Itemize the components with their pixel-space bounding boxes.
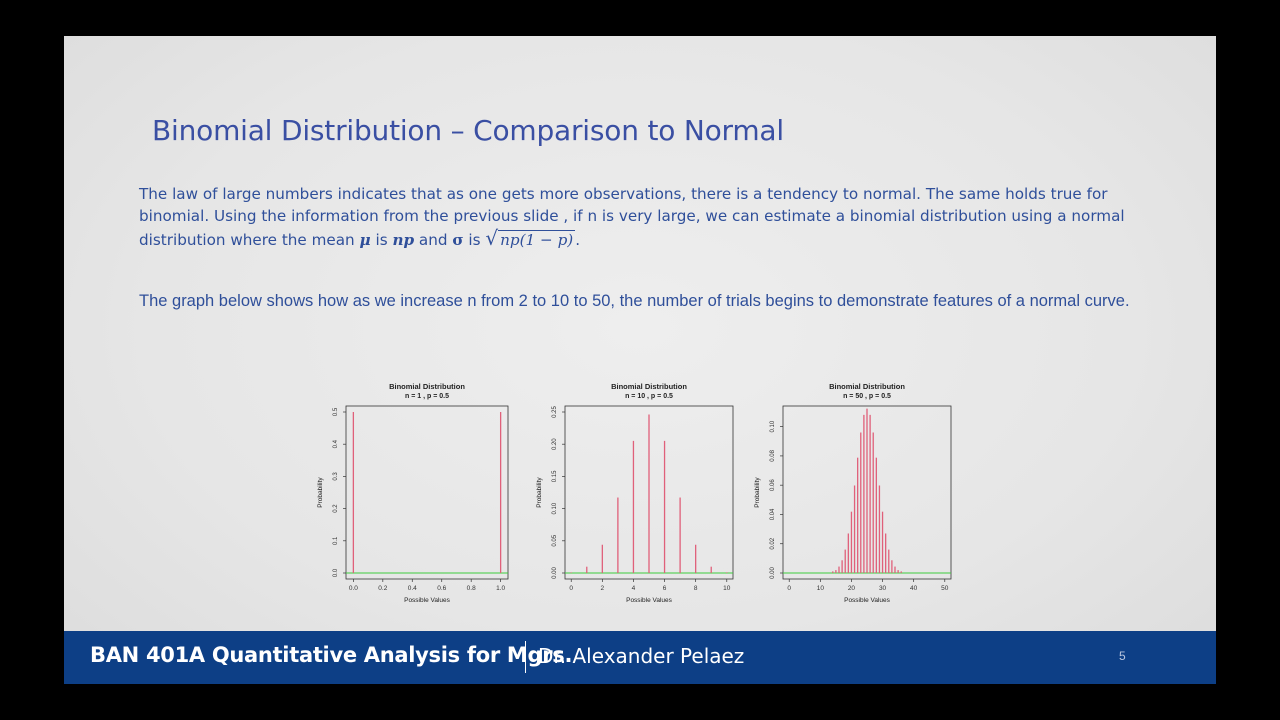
np-symbol: np	[392, 231, 415, 249]
y-tick-label: 0.06	[770, 479, 776, 491]
y-axis-label: Probability	[536, 477, 543, 508]
author-name: Dr. Alexander Pelaez	[538, 644, 745, 668]
mu-symbol: μ	[359, 231, 371, 249]
graph-description-paragraph: The graph below shows how as we increase…	[139, 292, 1130, 310]
x-tick-label: 0.0	[349, 585, 358, 592]
y-tick-label: 0.10	[770, 420, 776, 432]
x-tick-label: 10	[817, 585, 825, 592]
x-tick-label: 30	[879, 585, 887, 592]
page-number: 5	[1119, 649, 1126, 663]
chart-1: Binomial Distribution n = 1 , p = 0.5 0.0 0…	[317, 382, 509, 604]
y-tick-label: 0.00	[552, 567, 558, 579]
y-tick-label: 0.3	[333, 472, 339, 481]
para1-is1: is	[370, 231, 393, 249]
x-tick-label: 6	[663, 585, 667, 592]
para1-and: and	[414, 231, 453, 249]
plot-frame	[564, 405, 734, 580]
y-tick-label: 0.20	[552, 438, 558, 450]
x-tick-label: 2	[601, 585, 605, 592]
y-tick-label: 0.2	[333, 504, 339, 513]
para1-line1: The law of large numbers indicates that …	[139, 185, 1108, 203]
plot-frame	[782, 405, 952, 580]
y-tick-label: 0.10	[552, 502, 558, 514]
para1-period: .	[575, 231, 581, 249]
y-tick-label: 0.08	[770, 449, 776, 461]
y-tick-label: 0.15	[552, 470, 558, 482]
plot-frame	[345, 405, 509, 580]
y-tick-label: 0.0	[333, 568, 339, 577]
x-tick-label: 50	[941, 585, 949, 592]
sqrt-radicand: np(1 − p)	[498, 230, 576, 249]
chart-subtitle: n = 1 , p = 0.5	[405, 393, 449, 400]
y-axis-label: Probability	[317, 477, 324, 508]
course-title: BAN 401A Quantitative Analysis for Mgrs.	[90, 643, 573, 667]
x-tick-label: 8	[694, 585, 698, 592]
x-tick-label: 0	[569, 585, 573, 592]
y-tick-label: 0.05	[552, 534, 558, 546]
slide: Binomial Distribution – Comparison to No…	[64, 36, 1216, 684]
x-tick-label: 4	[632, 585, 636, 592]
para1-line3-prefix: distribution where the mean	[139, 231, 360, 249]
y-tick-label: 0.4	[333, 439, 339, 448]
law-of-large-numbers-paragraph: The law of large numbers indicates that …	[139, 183, 1149, 251]
x-tick-label: 1.0	[496, 585, 505, 592]
chart-2: Binomial Distribution n = 10 , p = 0.5 0 2 4…	[536, 382, 734, 604]
x-tick-label: 0.2	[378, 585, 387, 592]
x-tick-label: 20	[848, 585, 856, 592]
x-tick-label: 0.6	[437, 585, 446, 592]
x-axis-label: Possible Values	[626, 597, 673, 604]
x-tick-label: 0	[787, 585, 791, 592]
x-tick-label: 0.4	[408, 585, 417, 592]
chart-subtitle: n = 10 , p = 0.5	[625, 393, 673, 400]
para1-is2: is	[463, 231, 486, 249]
chart-title: Binomial Distribution	[829, 382, 905, 391]
y-tick-label: 0.02	[770, 537, 776, 549]
slide-title: Binomial Distribution – Comparison to No…	[152, 114, 784, 147]
chart-subtitle: n = 50 , p = 0.5	[843, 393, 891, 400]
sqrt-expression: √ np(1 − p)	[485, 226, 576, 251]
x-tick-label: 10	[723, 585, 731, 592]
y-tick-label: 0.1	[333, 536, 339, 545]
x-axis-label: Possible Values	[844, 597, 891, 604]
y-tick-label: 0.00	[770, 567, 776, 579]
chart-title: Binomial Distribution	[389, 382, 465, 391]
x-axis-label: Possible Values	[404, 597, 451, 604]
x-tick-label: 40	[910, 585, 918, 592]
footer-divider	[525, 641, 526, 673]
sigma-symbol: σ	[452, 231, 464, 249]
y-tick-label: 0.25	[552, 406, 558, 418]
y-axis-label: Probability	[754, 477, 761, 508]
y-tick-label: 0.5	[333, 407, 339, 416]
footer-bar: BAN 401A Quantitative Analysis for Mgrs.…	[64, 631, 1216, 684]
sqrt-symbol: √	[485, 226, 499, 250]
chart-title: Binomial Distribution	[611, 382, 687, 391]
para1-line2: binomial. Using the information from the…	[139, 207, 1125, 225]
chart-3: Binomial Distribution n = 50 , p = 0.5 0 10…	[754, 382, 952, 604]
x-tick-label: 0.8	[467, 585, 476, 592]
y-tick-label: 0.04	[770, 508, 776, 520]
